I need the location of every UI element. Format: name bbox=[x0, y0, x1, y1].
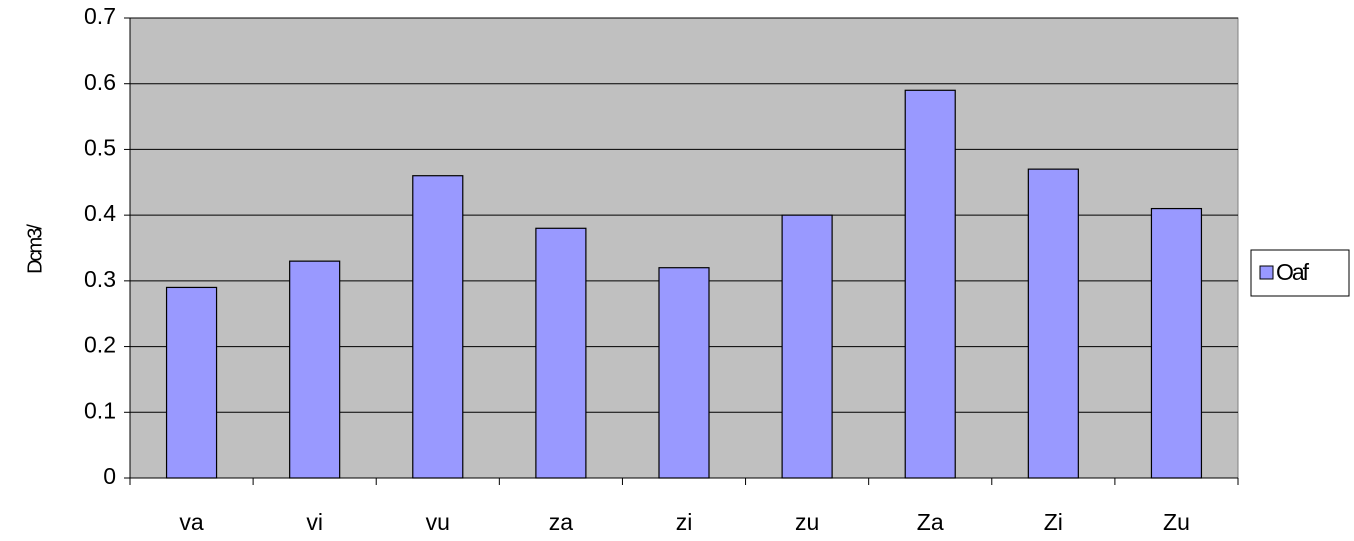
x-tick-label: za bbox=[549, 509, 574, 535]
y-tick-label: 0.5 bbox=[84, 135, 116, 161]
bar bbox=[289, 260, 341, 479]
bar bbox=[1027, 168, 1079, 479]
bar bbox=[1150, 207, 1203, 479]
bar bbox=[165, 286, 218, 479]
y-tick-label: 0.6 bbox=[84, 69, 116, 95]
bar bbox=[781, 214, 833, 479]
x-tick-label: va bbox=[179, 509, 204, 535]
bar bbox=[904, 89, 956, 479]
y-tick-label: 0 bbox=[103, 463, 116, 489]
y-axis-label: Dcm3/ bbox=[24, 224, 46, 274]
y-tick-label: 0.3 bbox=[84, 266, 116, 292]
bar bbox=[658, 267, 710, 479]
x-tick-label: Zu bbox=[1163, 509, 1190, 535]
legend-label: Oaf bbox=[1276, 259, 1310, 285]
bar bbox=[412, 175, 464, 479]
y-tick-label: 0.7 bbox=[84, 3, 116, 29]
legend-swatch bbox=[1259, 265, 1274, 280]
x-tick-label: zu bbox=[795, 509, 819, 535]
y-tick-label: 0.4 bbox=[84, 200, 116, 226]
x-tick-label: Zi bbox=[1044, 509, 1063, 535]
x-tick-label: Za bbox=[917, 509, 944, 535]
x-tick-label: vi bbox=[306, 509, 323, 535]
y-tick-label: 0.2 bbox=[84, 332, 116, 358]
bar bbox=[535, 227, 587, 479]
x-tick-label: zi bbox=[676, 509, 693, 535]
y-tick-label: 0.1 bbox=[84, 397, 116, 423]
x-tick-label: vu bbox=[426, 509, 450, 535]
